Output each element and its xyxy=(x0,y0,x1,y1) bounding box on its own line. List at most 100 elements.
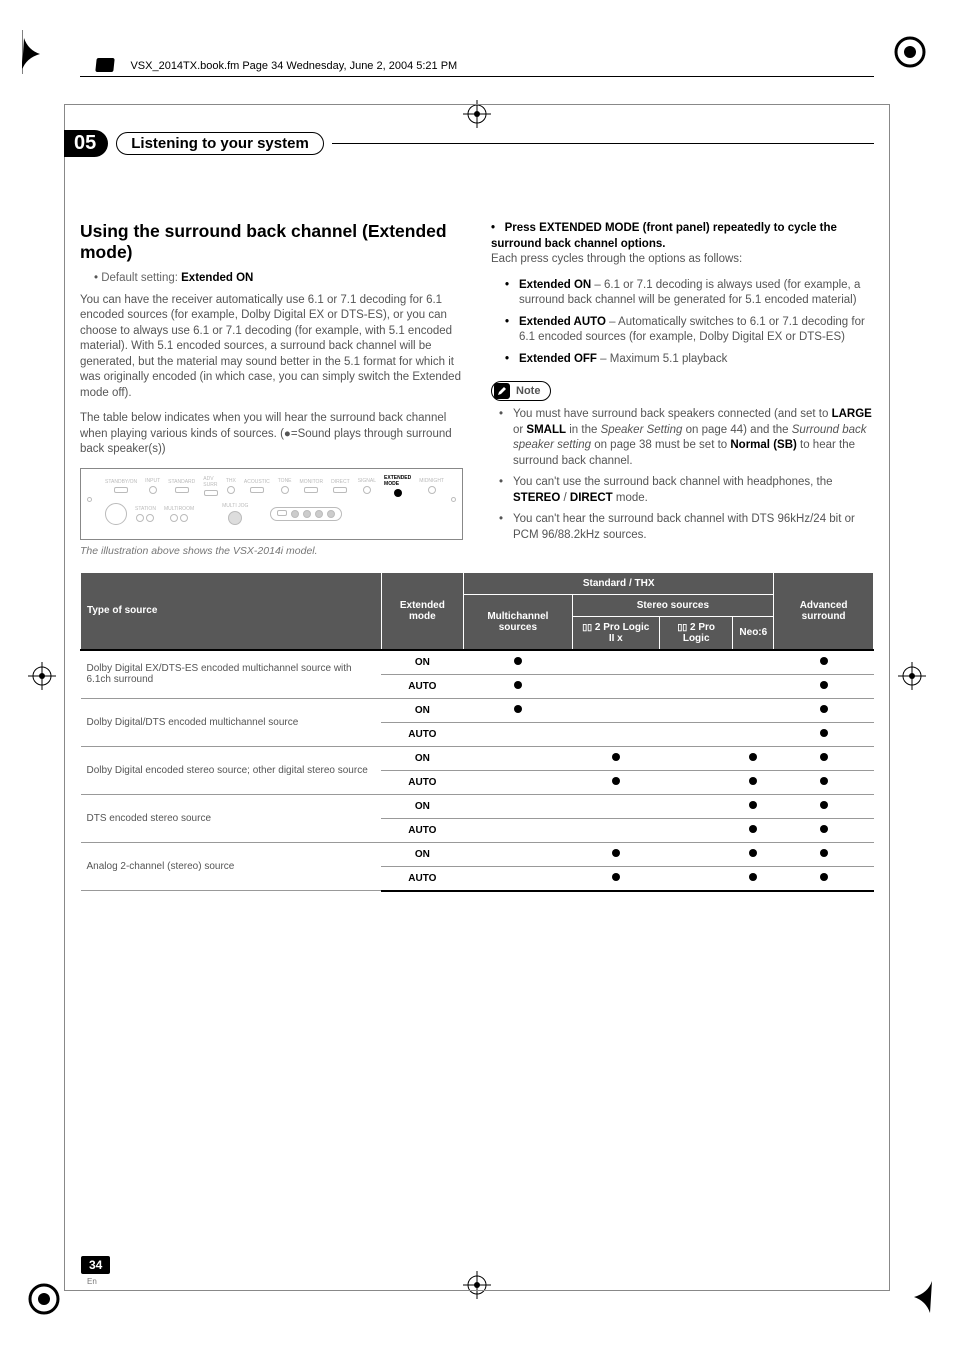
cell-dot xyxy=(733,674,774,698)
cell-dot xyxy=(572,842,659,866)
cell-dot xyxy=(659,674,732,698)
t: mode. xyxy=(613,492,648,504)
cell-dot xyxy=(774,746,874,770)
header-rule xyxy=(332,143,874,144)
cell-dot xyxy=(572,698,659,722)
th-pl2x: ▯▯ 2 Pro Logic II x xyxy=(572,616,659,650)
cell-dot xyxy=(733,770,774,794)
cell-dot xyxy=(733,818,774,842)
extended-mode-label: EXTENDED MODE xyxy=(384,475,411,489)
cell-dot xyxy=(659,722,732,746)
t: on page 38 must be set to xyxy=(591,439,730,451)
lead-tail: Each press cycles through the options as… xyxy=(491,253,742,265)
crop-mark-icon xyxy=(22,30,66,74)
opt-name: Extended OFF xyxy=(519,353,597,365)
th-multi: Multichannel sources xyxy=(464,594,572,650)
cell-dot xyxy=(572,650,659,675)
cell-dot xyxy=(572,794,659,818)
compatibility-table: Type of source Extended mode Standard / … xyxy=(80,572,874,892)
cell-dot xyxy=(733,698,774,722)
cell-mode: ON xyxy=(381,842,464,866)
crop-mark-icon xyxy=(22,1277,66,1321)
cell-dot xyxy=(572,818,659,842)
default-label: Default setting: xyxy=(101,272,181,284)
crop-mark-icon xyxy=(888,1277,932,1321)
cell-dot xyxy=(464,770,572,794)
t: / xyxy=(560,492,570,504)
cell-dot xyxy=(733,746,774,770)
cell-dot xyxy=(572,674,659,698)
cell-dot xyxy=(572,722,659,746)
t: DIRECT xyxy=(570,492,613,504)
t: 2 Pro Logic II x xyxy=(595,622,649,644)
cell-source: DTS encoded stereo source xyxy=(81,794,382,842)
list-item: Extended ON – 6.1 or 7.1 decoding is alw… xyxy=(509,278,874,309)
chapter-number: 05 xyxy=(64,130,108,157)
cell-dot xyxy=(659,650,732,675)
cell-mode: ON xyxy=(381,794,464,818)
cell-dot xyxy=(572,770,659,794)
th-type: Type of source xyxy=(81,572,382,650)
cell-dot xyxy=(572,866,659,891)
cell-dot xyxy=(774,842,874,866)
table-row: DTS encoded stereo sourceON xyxy=(81,794,874,818)
bookline: VSX_2014TX.book.fm Page 34 Wednesday, Ju… xyxy=(80,56,874,77)
cell-dot xyxy=(659,842,732,866)
t: 2 Pro Logic xyxy=(683,622,715,644)
cell-dot xyxy=(733,794,774,818)
cell-dot xyxy=(464,818,572,842)
cell-mode: AUTO xyxy=(381,770,464,794)
lead-bold: Press EXTENDED MODE (front panel) repeat… xyxy=(491,222,837,250)
paragraph: You can have the receiver automatically … xyxy=(80,293,463,402)
cell-mode: AUTO xyxy=(381,722,464,746)
note-label: Note xyxy=(516,384,540,399)
default-value: Extended ON xyxy=(181,272,253,284)
cell-dot xyxy=(464,842,572,866)
illustration-caption: The illustration above shows the VSX-201… xyxy=(80,544,463,558)
cell-mode: ON xyxy=(381,650,464,675)
th-stereo: Stereo sources xyxy=(572,594,774,616)
cell-dot xyxy=(733,842,774,866)
cell-dot xyxy=(774,674,874,698)
cell-source: Analog 2-channel (stereo) source xyxy=(81,842,382,891)
cell-mode: ON xyxy=(381,698,464,722)
cell-dot xyxy=(464,794,572,818)
cell-dot xyxy=(774,866,874,891)
crop-mark-icon xyxy=(888,30,932,74)
table-row: Dolby Digital EX/DTS-ES encoded multicha… xyxy=(81,650,874,675)
t: Speaker Setting xyxy=(601,424,683,436)
cell-source: Dolby Digital encoded stereo source; oth… xyxy=(81,746,382,794)
t: You must have surround back speakers con… xyxy=(513,408,832,420)
cell-dot xyxy=(659,794,732,818)
th-std: Standard / THX xyxy=(464,572,774,594)
right-column: • Press EXTENDED MODE (front panel) repe… xyxy=(491,221,874,558)
cell-dot xyxy=(774,650,874,675)
cell-mode: AUTO xyxy=(381,818,464,842)
pencil-icon xyxy=(494,383,510,399)
cell-dot xyxy=(464,698,572,722)
cell-dot xyxy=(464,746,572,770)
th-pl: ▯▯ 2 Pro Logic xyxy=(659,616,732,650)
paragraph: The table below indicates when you will … xyxy=(80,411,463,458)
front-panel-illustration: STANDBY/ON INPUT STANDARD ADV SURR THX A… xyxy=(80,468,463,540)
cell-dot xyxy=(774,794,874,818)
cell-dot xyxy=(659,866,732,891)
th-neo: Neo:6 xyxy=(733,616,774,650)
note-badge: Note xyxy=(491,381,551,401)
list-item: You can't use the surround back channel … xyxy=(505,475,874,506)
opt-name: Extended ON xyxy=(519,279,591,291)
cell-source: Dolby Digital/DTS encoded multichannel s… xyxy=(81,698,382,746)
chapter-title: Listening to your system xyxy=(116,132,324,155)
list-item: Extended OFF – Maximum 5.1 playback xyxy=(509,352,874,368)
bookline-text: VSX_2014TX.book.fm Page 34 Wednesday, Ju… xyxy=(130,60,457,72)
table-row: Dolby Digital encoded stereo source; oth… xyxy=(81,746,874,770)
options-list: Extended ON – 6.1 or 7.1 decoding is alw… xyxy=(491,278,874,368)
cell-mode: AUTO xyxy=(381,674,464,698)
default-setting: Default setting: Extended ON xyxy=(94,271,463,287)
cell-dot xyxy=(464,722,572,746)
cell-dot xyxy=(774,818,874,842)
table-row: Analog 2-channel (stereo) sourceON xyxy=(81,842,874,866)
list-item: You can't hear the surround back channel… xyxy=(505,512,874,543)
t: or xyxy=(513,424,526,436)
cell-dot xyxy=(464,674,572,698)
